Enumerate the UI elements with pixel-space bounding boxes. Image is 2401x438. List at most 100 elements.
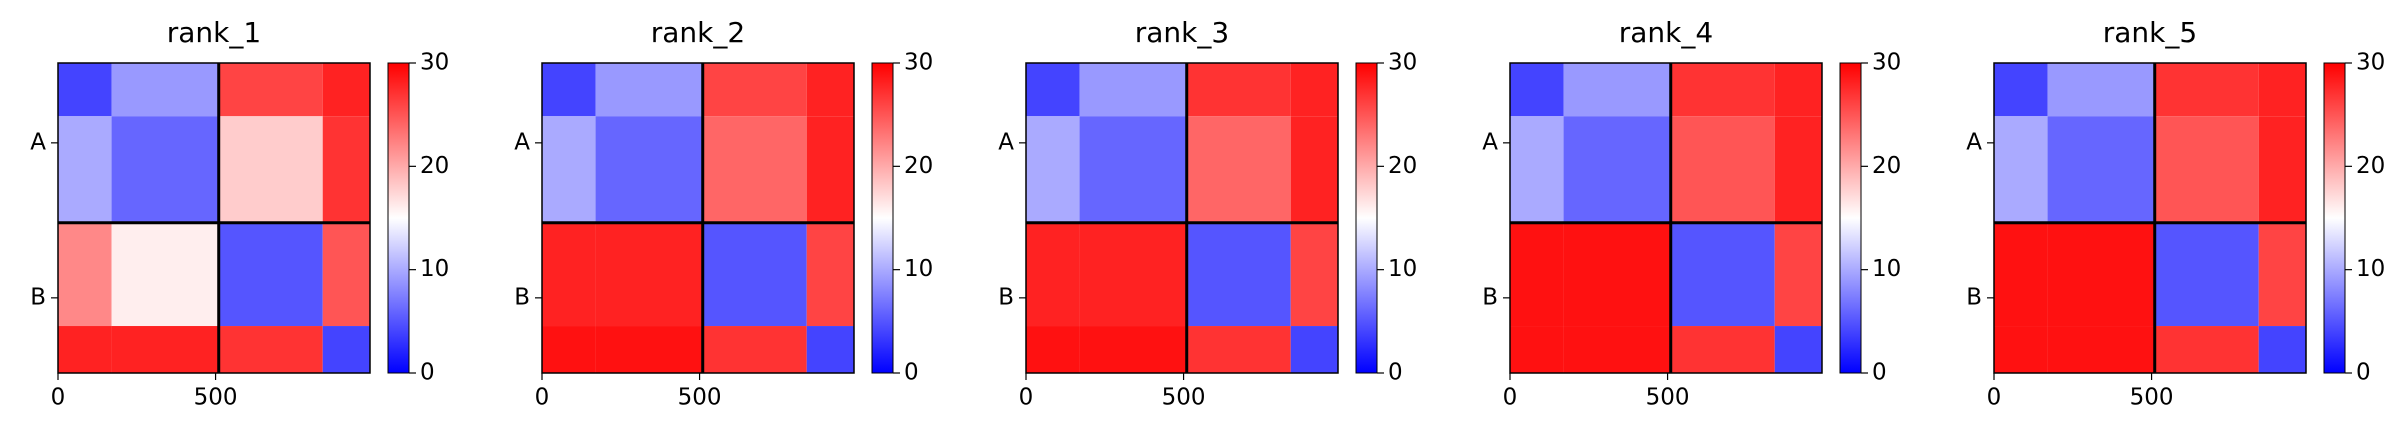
heatmap-cell bbox=[806, 63, 854, 117]
y-tick-label: B bbox=[998, 284, 1014, 310]
heatmap-cell bbox=[1510, 222, 1564, 327]
colorbar-tick-label: 10 bbox=[1872, 256, 1901, 282]
heatmap-cell bbox=[111, 63, 219, 117]
heatmap-cell bbox=[806, 326, 854, 373]
heatmap-cell bbox=[322, 116, 370, 223]
heatmap-cell bbox=[58, 63, 112, 117]
y-tick-label: B bbox=[30, 284, 46, 310]
heatmap-cell bbox=[1774, 116, 1822, 223]
heatmap-cell bbox=[806, 222, 854, 327]
heatmap-cell bbox=[1510, 63, 1564, 117]
heatmap-cell bbox=[542, 326, 596, 373]
heatmap-cell bbox=[218, 222, 323, 327]
colorbar-tick-label: 30 bbox=[2356, 50, 2385, 76]
heatmap-cell bbox=[702, 326, 807, 373]
colorbar-tick-label: 0 bbox=[2356, 360, 2371, 386]
heatmap-cell bbox=[542, 222, 596, 327]
heatmap-cell bbox=[702, 63, 807, 117]
heatmap-cell bbox=[1079, 63, 1187, 117]
heatmap-cell bbox=[2258, 326, 2306, 373]
panel-title: rank_4 bbox=[1619, 16, 1713, 49]
x-tick-label: 500 bbox=[194, 385, 238, 411]
colorbar bbox=[2323, 62, 2346, 374]
x-tick-label: 500 bbox=[1162, 385, 1206, 411]
colorbar-tick-label: 0 bbox=[420, 360, 435, 386]
colorbar bbox=[387, 62, 410, 374]
heatmap-cell bbox=[1290, 63, 1338, 117]
panel: rank_2 0 500 A B 0 10 20 30 bbox=[514, 16, 933, 411]
heatmap-cell bbox=[1563, 116, 1671, 223]
heatmap-cell bbox=[1079, 326, 1187, 373]
heatmap-cell bbox=[702, 222, 807, 327]
colorbar-tick-label: 30 bbox=[1388, 50, 1417, 76]
heatmap-cell bbox=[1510, 326, 1564, 373]
heatmap-cell bbox=[111, 116, 219, 223]
x-tick-label: 0 bbox=[1503, 385, 1518, 411]
y-tick-label: A bbox=[1482, 129, 1498, 155]
heatmap-cell bbox=[542, 116, 596, 223]
colorbar-tick-label: 20 bbox=[1872, 153, 1901, 179]
y-tick-label: B bbox=[1482, 284, 1498, 310]
heatmap-cell bbox=[542, 63, 596, 117]
plot-frame bbox=[1509, 62, 1823, 374]
x-tick-label: 500 bbox=[1646, 385, 1690, 411]
colorbar-tick-label: 30 bbox=[904, 50, 933, 76]
heatmap-cell bbox=[1774, 63, 1822, 117]
heatmap-cell bbox=[1510, 116, 1564, 223]
x-tick-label: 500 bbox=[678, 385, 722, 411]
heatmap-cell bbox=[1670, 222, 1775, 327]
heatmap-cell bbox=[2154, 63, 2259, 117]
x-tick-label: 500 bbox=[2130, 385, 2174, 411]
heatmap-cell bbox=[1774, 326, 1822, 373]
heatmap-cell bbox=[1290, 222, 1338, 327]
panel-title: rank_5 bbox=[2103, 16, 2197, 49]
x-tick-label: 0 bbox=[1019, 385, 1034, 411]
colorbar bbox=[871, 62, 894, 374]
panel-title: rank_2 bbox=[651, 16, 745, 49]
heatmap-cell bbox=[1290, 326, 1338, 373]
heatmap-cell bbox=[2258, 222, 2306, 327]
heatmap-cell bbox=[111, 326, 219, 373]
colorbar-tick-label: 10 bbox=[2356, 256, 2385, 282]
y-tick-label: A bbox=[30, 129, 46, 155]
panel-title: rank_1 bbox=[167, 16, 261, 49]
colorbar-tick-label: 20 bbox=[904, 153, 933, 179]
heatmap-cell bbox=[111, 222, 219, 327]
heatmap-cell bbox=[2047, 222, 2155, 327]
heatmap-cell bbox=[1026, 222, 1080, 327]
heatmap-cell bbox=[1186, 222, 1291, 327]
y-tick-label: B bbox=[1966, 284, 1982, 310]
heatmap-cell bbox=[1563, 326, 1671, 373]
colorbar-tick-label: 30 bbox=[1872, 50, 1901, 76]
heatmap-cell bbox=[1994, 222, 2048, 327]
heatmap-cell bbox=[595, 116, 703, 223]
plot-frame bbox=[541, 62, 855, 374]
colorbar-tick-label: 20 bbox=[1388, 153, 1417, 179]
y-tick-label: A bbox=[514, 129, 530, 155]
panel: rank_1 0 500 A B 0 10 20 30 bbox=[30, 16, 449, 411]
colorbar-tick-label: 20 bbox=[2356, 153, 2385, 179]
colorbar bbox=[1355, 62, 1378, 374]
heatmap-cell bbox=[1026, 326, 1080, 373]
heatmap-cell bbox=[2258, 63, 2306, 117]
colorbar-tick-label: 10 bbox=[420, 256, 449, 282]
heatmap-cell bbox=[1994, 63, 2048, 117]
plot-frame bbox=[1025, 62, 1339, 374]
heatmap-cell bbox=[58, 222, 112, 327]
heatmap-cell bbox=[58, 326, 112, 373]
heatmap-cell bbox=[218, 326, 323, 373]
colorbar-tick-label: 20 bbox=[420, 153, 449, 179]
heatmap-cell bbox=[218, 116, 323, 223]
heatmap-cell bbox=[595, 326, 703, 373]
panel: rank_3 0 500 A B 0 10 20 30 bbox=[998, 16, 1417, 411]
heatmap-cell bbox=[1026, 116, 1080, 223]
heatmap-cell bbox=[1563, 222, 1671, 327]
x-tick-label: 0 bbox=[51, 385, 66, 411]
panel: rank_4 0 500 A B 0 10 20 30 bbox=[1482, 16, 1901, 411]
plot-frame bbox=[1993, 62, 2307, 374]
colorbar-tick-label: 10 bbox=[904, 256, 933, 282]
x-tick-label: 0 bbox=[1987, 385, 2002, 411]
colorbar bbox=[1839, 62, 1862, 374]
plot-frame bbox=[57, 62, 371, 374]
